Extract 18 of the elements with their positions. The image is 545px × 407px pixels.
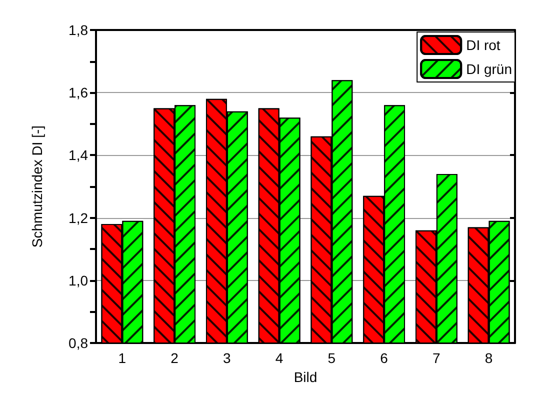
- x-tick-label: 2: [170, 350, 179, 366]
- legend-label: DI grün: [466, 61, 512, 77]
- x-tick-label: 1: [118, 350, 126, 366]
- y-tick-label: 1,2: [68, 210, 88, 226]
- y-tick-label: 1,6: [68, 84, 88, 101]
- x-tick-label: 5: [328, 350, 336, 366]
- x-tick-label: 7: [432, 350, 441, 366]
- x-tick-label: 3: [223, 350, 232, 366]
- y-tick-label: 1,0: [68, 272, 88, 288]
- y-tick-label: 1,8: [68, 22, 88, 38]
- x-tick-label: 4: [275, 350, 284, 366]
- y-tick-label: 1,4: [68, 147, 88, 164]
- x-tick-label: 6: [380, 350, 388, 366]
- y-tick-label: 0,8: [68, 335, 88, 351]
- x-tick-label: 8: [484, 350, 493, 366]
- y-axis-title: Schmutzindex DI [-]: [29, 125, 45, 248]
- x-axis-title: Bild: [294, 368, 318, 385]
- legend-label: DI rot: [466, 37, 500, 53]
